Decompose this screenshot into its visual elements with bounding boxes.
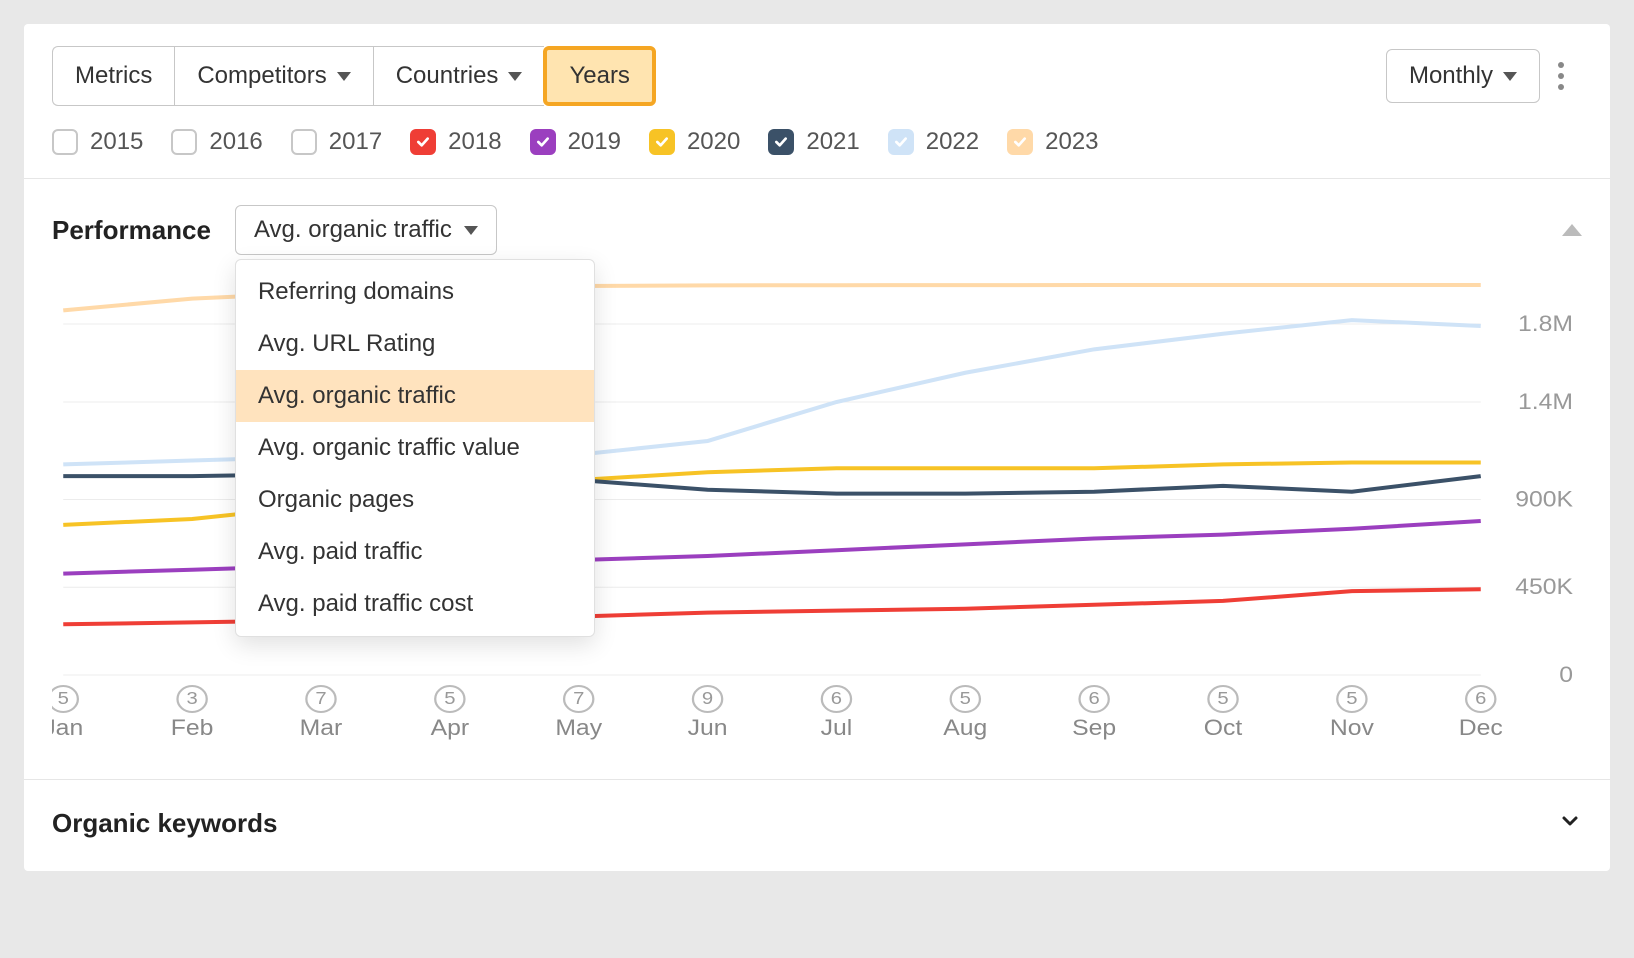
svg-text:Nov: Nov <box>1330 715 1374 739</box>
year-label: 2020 <box>687 128 740 156</box>
kebab-dot <box>1558 62 1564 68</box>
checkbox-icon <box>649 129 675 155</box>
checkbox-icon <box>52 129 78 155</box>
countries-label: Countries <box>396 62 499 90</box>
chevron-down-icon <box>464 226 478 235</box>
year-toggle-2022[interactable]: 2022 <box>888 128 979 156</box>
svg-text:1.8M: 1.8M <box>1518 311 1573 335</box>
countries-button[interactable]: Countries <box>373 46 545 106</box>
interval-button[interactable]: Monthly <box>1386 49 1540 103</box>
checkbox-icon <box>888 129 914 155</box>
dashboard-panel: Metrics Competitors Countries Years Mont… <box>24 24 1610 871</box>
toolbar: Metrics Competitors Countries Years Mont… <box>24 24 1610 122</box>
svg-text:May: May <box>555 715 602 739</box>
svg-text:Mar: Mar <box>300 715 343 739</box>
year-label: 2021 <box>806 128 859 156</box>
svg-text:3: 3 <box>186 689 197 709</box>
svg-text:Jan: Jan <box>52 715 83 739</box>
performance-title: Performance <box>52 215 211 246</box>
competitors-button[interactable]: Competitors <box>174 46 372 106</box>
metric-option[interactable]: Avg. paid traffic <box>236 526 594 578</box>
svg-text:6: 6 <box>831 689 842 709</box>
year-label: 2019 <box>568 128 621 156</box>
filter-button-group: Metrics Competitors Countries Years <box>52 46 656 106</box>
years-button[interactable]: Years <box>543 46 656 106</box>
svg-text:5: 5 <box>1346 689 1357 709</box>
svg-text:5: 5 <box>1217 689 1228 709</box>
performance-header: Performance Avg. organic traffic Referri… <box>24 179 1610 255</box>
year-label: 2016 <box>209 128 262 156</box>
metric-option[interactable]: Avg. organic traffic value <box>236 422 594 474</box>
svg-text:1.4M: 1.4M <box>1518 389 1573 413</box>
year-label: 2015 <box>90 128 143 156</box>
metric-option[interactable]: Avg. paid traffic cost <box>236 578 594 630</box>
svg-text:Dec: Dec <box>1459 715 1503 739</box>
chevron-down-icon <box>337 72 351 81</box>
metric-selected-label: Avg. organic traffic <box>254 216 452 244</box>
year-label: 2018 <box>448 128 501 156</box>
year-toggle-2017[interactable]: 2017 <box>291 128 382 156</box>
checkbox-icon <box>1007 129 1033 155</box>
year-toggle-2018[interactable]: 2018 <box>410 128 501 156</box>
years-filter-row: 2015 2016 2017 2018 2019 2020 2021 2022 2023 <box>24 122 1610 179</box>
svg-text:900K: 900K <box>1515 487 1573 511</box>
svg-text:6: 6 <box>1475 689 1486 709</box>
year-toggle-2015[interactable]: 2015 <box>52 128 143 156</box>
svg-text:Jun: Jun <box>688 715 728 739</box>
metric-dropdown: Referring domainsAvg. URL RatingAvg. org… <box>235 259 595 637</box>
checkbox-icon <box>410 129 436 155</box>
kebab-dot <box>1558 73 1564 79</box>
checkbox-icon <box>291 129 317 155</box>
year-toggle-2019[interactable]: 2019 <box>530 128 621 156</box>
svg-text:7: 7 <box>315 689 326 709</box>
metric-option[interactable]: Avg. URL Rating <box>236 318 594 370</box>
year-toggle-2016[interactable]: 2016 <box>171 128 262 156</box>
organic-keywords-title: Organic keywords <box>52 808 277 839</box>
interval-label: Monthly <box>1409 62 1493 90</box>
metrics-label: Metrics <box>75 62 152 90</box>
year-label: 2022 <box>926 128 979 156</box>
year-label: 2017 <box>329 128 382 156</box>
checkbox-icon <box>530 129 556 155</box>
metric-option[interactable]: Organic pages <box>236 474 594 526</box>
collapse-section-icon[interactable] <box>1562 224 1582 236</box>
year-label: 2023 <box>1045 128 1098 156</box>
svg-text:5: 5 <box>444 689 455 709</box>
svg-text:5: 5 <box>960 689 971 709</box>
expand-section-icon[interactable] <box>1558 809 1582 838</box>
chevron-down-icon <box>1503 72 1517 81</box>
svg-text:Apr: Apr <box>431 715 470 739</box>
svg-text:Jul: Jul <box>821 715 853 739</box>
checkbox-icon <box>768 129 794 155</box>
metrics-button[interactable]: Metrics <box>52 46 174 106</box>
svg-text:6: 6 <box>1089 689 1100 709</box>
svg-text:Sep: Sep <box>1072 715 1116 739</box>
competitors-label: Competitors <box>197 62 326 90</box>
year-toggle-2021[interactable]: 2021 <box>768 128 859 156</box>
checkbox-icon <box>171 129 197 155</box>
metric-select-button[interactable]: Avg. organic traffic <box>235 205 497 255</box>
years-label: Years <box>569 62 630 90</box>
svg-text:5: 5 <box>58 689 69 709</box>
svg-text:Oct: Oct <box>1204 715 1243 739</box>
svg-text:Aug: Aug <box>943 715 987 739</box>
kebab-dot <box>1558 84 1564 90</box>
svg-text:7: 7 <box>573 689 584 709</box>
svg-text:450K: 450K <box>1515 575 1573 599</box>
chevron-down-icon <box>508 72 522 81</box>
metric-option[interactable]: Referring domains <box>236 266 594 318</box>
metric-select: Avg. organic traffic Referring domainsAv… <box>235 205 497 255</box>
year-toggle-2023[interactable]: 2023 <box>1007 128 1098 156</box>
svg-text:Feb: Feb <box>171 715 214 739</box>
metric-option[interactable]: Avg. organic traffic <box>236 370 594 422</box>
svg-text:0: 0 <box>1559 662 1573 686</box>
organic-keywords-section[interactable]: Organic keywords <box>24 779 1610 871</box>
year-toggle-2020[interactable]: 2020 <box>649 128 740 156</box>
more-menu-button[interactable] <box>1540 50 1582 102</box>
svg-text:9: 9 <box>702 689 713 709</box>
